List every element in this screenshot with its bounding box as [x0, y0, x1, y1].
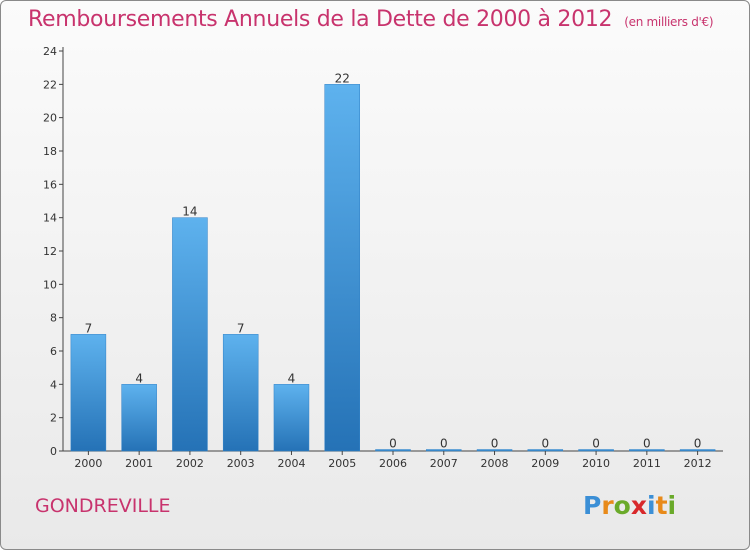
- commune-name: GONDREVILLE: [35, 495, 171, 517]
- logo-letter: t: [655, 491, 668, 520]
- chart-title: Remboursements Annuels de la Dette de 20…: [28, 7, 714, 32]
- value-label-2007: 0: [440, 437, 448, 451]
- y-tick-label: 2: [50, 412, 57, 425]
- y-tick-label: 10: [43, 278, 57, 291]
- y-tick-label: 24: [43, 45, 57, 58]
- x-tick-label-2010: 2010: [582, 457, 610, 470]
- logo-letter: o: [613, 491, 631, 520]
- logo-letter: x: [630, 491, 647, 520]
- logo-letter: i: [667, 491, 677, 520]
- value-label-2006: 0: [389, 437, 397, 451]
- value-label-2005: 22: [335, 71, 350, 85]
- x-tick-label-2000: 2000: [74, 457, 102, 470]
- value-label-2002: 14: [182, 205, 197, 219]
- y-tick-label: 6: [50, 345, 57, 358]
- proxiti-logo: Proxiti: [583, 491, 676, 520]
- value-label-2001: 4: [135, 371, 143, 385]
- x-tick-label-2009: 2009: [531, 457, 559, 470]
- x-tick-label-2011: 2011: [633, 457, 661, 470]
- bar-2001: [121, 384, 157, 452]
- y-tick-label: 8: [50, 312, 57, 325]
- chart-subtitle: (en milliers d'€): [624, 15, 714, 29]
- value-label-2003: 7: [237, 321, 245, 335]
- y-tick-label: 16: [43, 178, 57, 191]
- y-tick-label: 0: [50, 445, 57, 458]
- x-tick-label-2008: 2008: [481, 457, 509, 470]
- bar-2005: [324, 84, 360, 452]
- logo-letter: P: [583, 491, 602, 520]
- x-tick-label-2001: 2001: [125, 457, 153, 470]
- value-label-2008: 0: [491, 437, 499, 451]
- logo-letter: r: [601, 491, 614, 520]
- value-label-2000: 7: [85, 321, 93, 335]
- value-label-2004: 4: [288, 371, 296, 385]
- y-tick-label: 22: [43, 78, 57, 91]
- y-tick-label: 20: [43, 112, 57, 125]
- bar-2002: [172, 217, 208, 452]
- y-tick-label: 4: [50, 378, 57, 391]
- x-tick-label-2002: 2002: [176, 457, 204, 470]
- value-label-2012: 0: [694, 437, 702, 451]
- chart-title-text: Remboursements Annuels de la Dette de 20…: [28, 7, 613, 32]
- x-tick-label-2005: 2005: [328, 457, 356, 470]
- value-label-2010: 0: [592, 437, 600, 451]
- x-tick-label-2003: 2003: [227, 457, 255, 470]
- x-tick-label-2007: 2007: [430, 457, 458, 470]
- x-tick-label-2004: 2004: [277, 457, 305, 470]
- x-tick-label-2012: 2012: [684, 457, 712, 470]
- y-tick-label: 12: [43, 245, 57, 258]
- bar-2004: [273, 384, 310, 452]
- bar-2003: [222, 334, 259, 452]
- y-tick-label: 14: [43, 212, 57, 225]
- bar-2000: [70, 334, 107, 452]
- value-label-2009: 0: [541, 437, 549, 451]
- x-tick-label-2006: 2006: [379, 457, 407, 470]
- y-tick-label: 18: [43, 145, 57, 158]
- logo-letter: i: [647, 491, 656, 520]
- value-label-2011: 0: [643, 437, 651, 451]
